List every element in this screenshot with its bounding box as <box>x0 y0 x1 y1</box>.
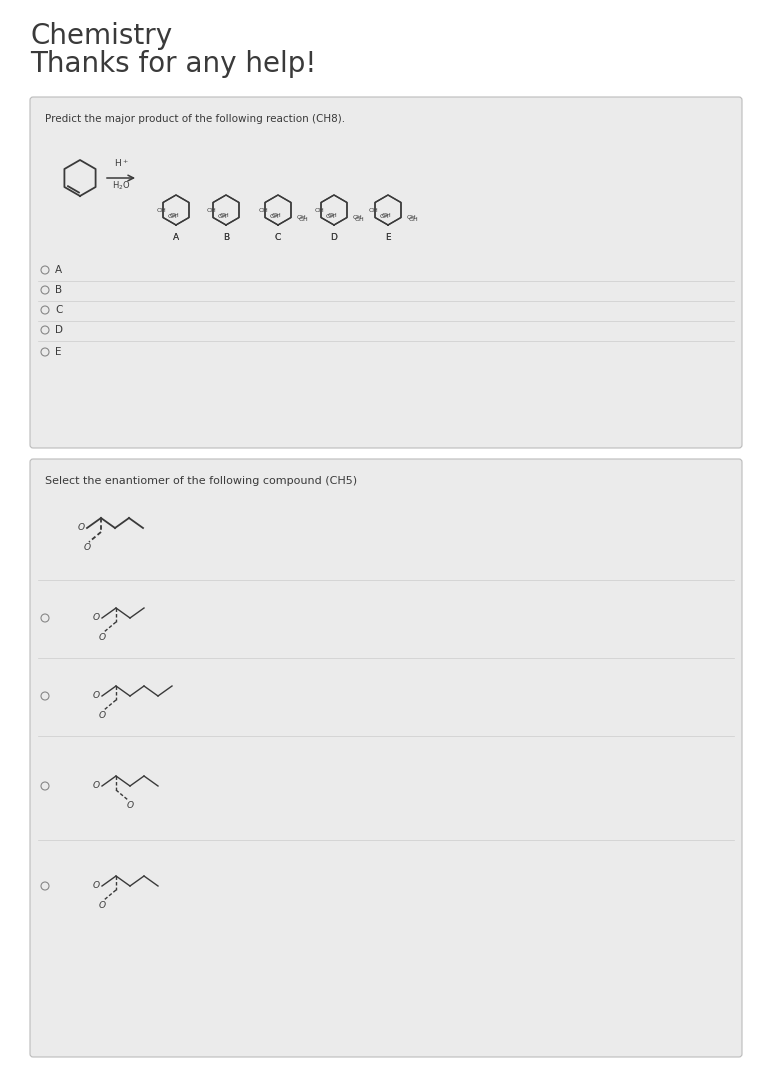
Text: Select the enantiomer of the following compound (CH5): Select the enantiomer of the following c… <box>45 476 357 486</box>
Text: Thanks for any help!: Thanks for any help! <box>30 50 316 78</box>
Text: Chemistry: Chemistry <box>30 22 172 50</box>
Text: E: E <box>385 233 391 242</box>
Text: B: B <box>223 233 229 242</box>
FancyBboxPatch shape <box>30 97 742 447</box>
Text: O: O <box>83 543 91 552</box>
Text: H$_2$O: H$_2$O <box>112 179 130 191</box>
Text: OH: OH <box>409 217 419 222</box>
Text: OH: OH <box>381 213 391 218</box>
Text: OH: OH <box>299 217 309 222</box>
Text: OH: OH <box>219 213 229 218</box>
Text: H$^+$: H$^+$ <box>114 157 129 169</box>
Text: C: C <box>55 305 62 315</box>
Text: D: D <box>55 325 63 335</box>
Text: OH: OH <box>327 213 337 218</box>
Text: OH: OH <box>270 214 279 219</box>
Text: O: O <box>99 901 105 910</box>
Text: O: O <box>99 633 105 642</box>
Text: OH: OH <box>206 207 216 213</box>
Text: O: O <box>99 711 105 720</box>
Text: OH: OH <box>379 214 389 219</box>
Text: OH: OH <box>217 214 227 219</box>
Text: OH: OH <box>407 215 417 220</box>
Text: D: D <box>330 233 337 242</box>
Text: A: A <box>55 265 62 274</box>
Text: O: O <box>93 782 100 790</box>
Text: B: B <box>55 285 62 295</box>
Text: Predict the major product of the following reaction (CH8).: Predict the major product of the followi… <box>45 114 345 124</box>
Text: OH: OH <box>368 207 378 213</box>
Text: OH: OH <box>169 213 179 218</box>
Text: OH: OH <box>353 215 363 220</box>
Text: O: O <box>93 691 100 701</box>
Text: C: C <box>275 233 281 242</box>
Text: OH: OH <box>314 207 324 213</box>
Text: A: A <box>173 233 179 242</box>
Text: B: B <box>223 233 229 242</box>
Text: E: E <box>55 347 62 357</box>
Text: D: D <box>330 233 337 242</box>
Text: OH: OH <box>297 215 306 220</box>
Text: A: A <box>173 233 179 242</box>
Text: O: O <box>93 613 100 623</box>
Text: OH: OH <box>325 214 335 219</box>
Text: O: O <box>78 523 85 533</box>
Text: OH: OH <box>258 207 268 213</box>
Text: O: O <box>126 801 133 810</box>
FancyBboxPatch shape <box>30 459 742 1057</box>
Text: OH: OH <box>271 213 281 218</box>
Text: OH: OH <box>167 214 177 219</box>
Text: OH: OH <box>156 207 166 213</box>
Text: OH: OH <box>355 217 365 222</box>
Text: C: C <box>275 233 281 242</box>
Text: E: E <box>385 233 391 242</box>
Text: O: O <box>93 881 100 891</box>
